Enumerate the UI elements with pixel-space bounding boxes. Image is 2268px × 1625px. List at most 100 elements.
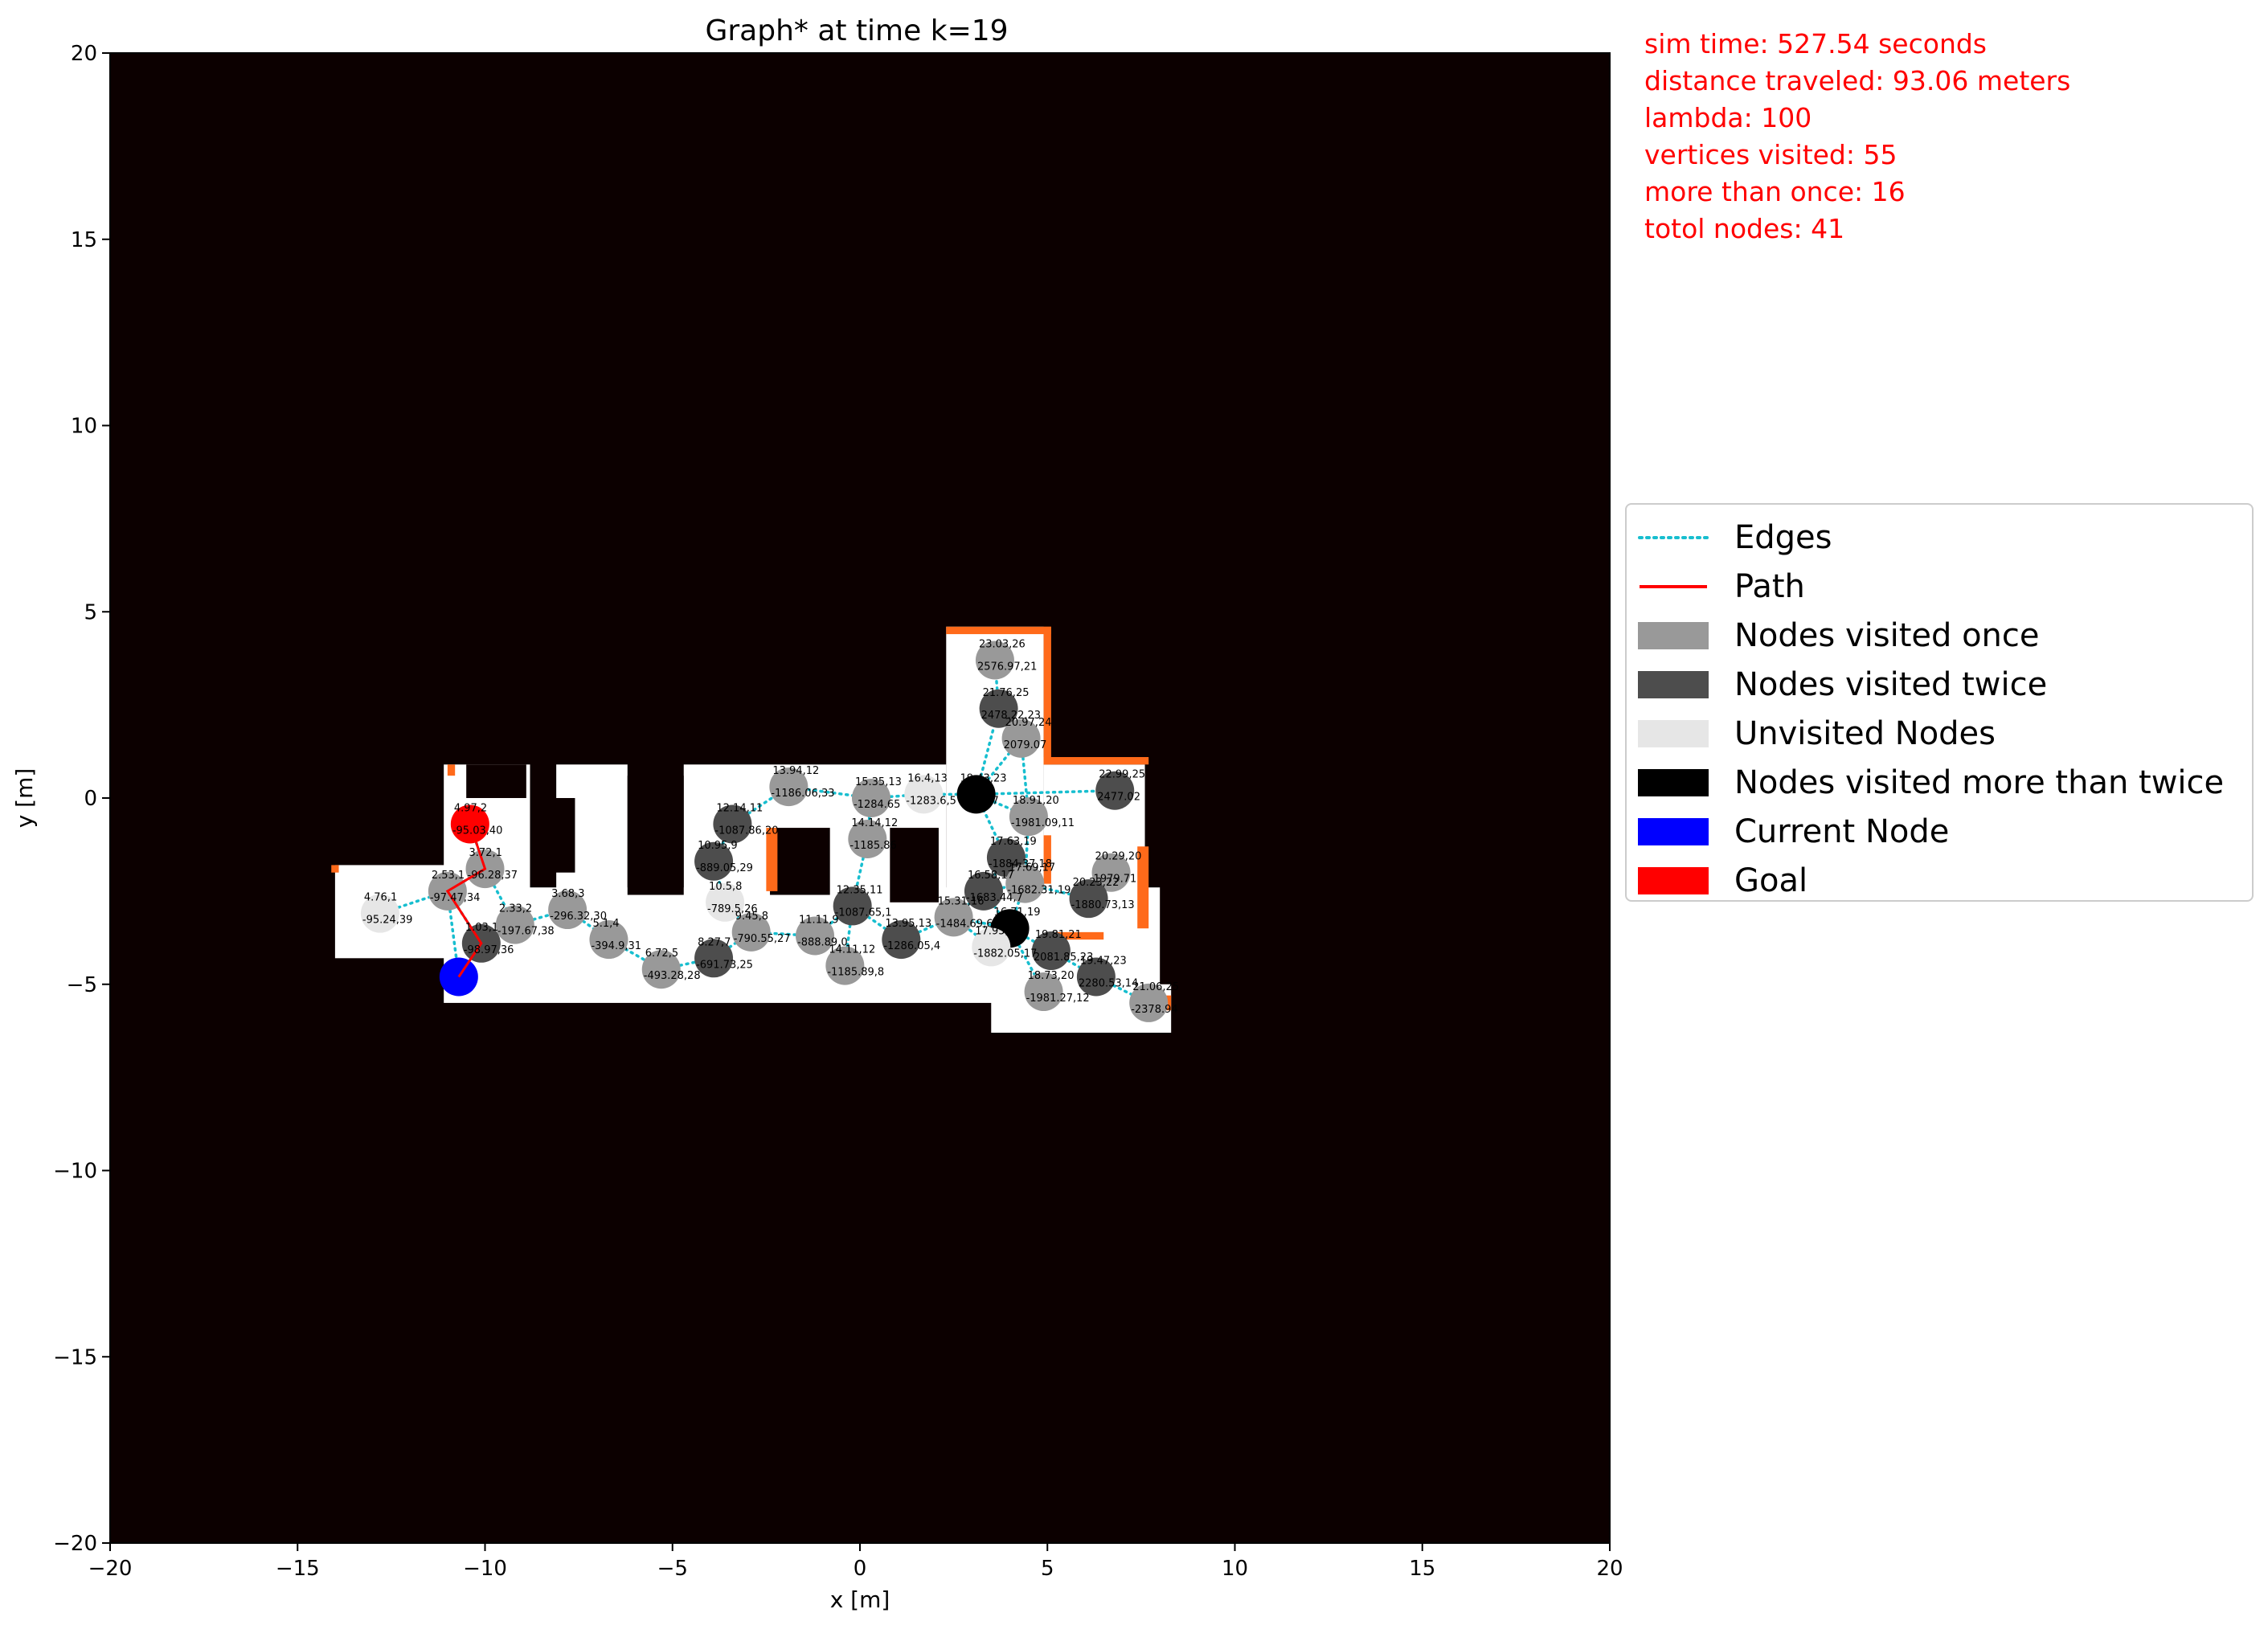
node-label-cost: 15.35,13 (855, 776, 902, 788)
node-label-cost: 19.81,21 (1035, 929, 1082, 941)
node-label-value: -296.32,30 (550, 911, 607, 923)
x-tick-label: 10 (1222, 1557, 1248, 1581)
node-label-cost: 3.68,3 (551, 888, 584, 900)
graph-node-visited_twice (833, 886, 872, 926)
chart-legend: Edges Path Nodes visited once Nodes visi… (1625, 503, 2254, 902)
boundary-region (1043, 835, 1051, 884)
legend-item-current-node: Current Node (1638, 807, 2252, 856)
node-label-value: 2081.85,23 (1034, 952, 1093, 964)
legend-swatch (1638, 719, 1709, 747)
node-label-value: -394.9,31 (591, 940, 641, 952)
graph-node-visited_once (548, 890, 587, 930)
legend-label: Nodes visited twice (1734, 665, 2048, 703)
node-label-value: -789.5,26 (707, 903, 758, 915)
graph-nodes (360, 641, 1169, 1022)
x-axis-label: x [m] (830, 1586, 890, 1613)
node-label-value: -1286.05,4 (883, 940, 940, 952)
node-label-cost: 11.11,9 (799, 914, 839, 926)
node-label-cost: 3.72,1 (469, 847, 502, 859)
graph-node-visited_once (1009, 797, 1048, 837)
graph-node-visited_once (1024, 972, 1063, 1012)
node-label-value: -1755.7 (959, 795, 999, 807)
y-tick-label: 0 (84, 787, 97, 811)
node-label-cost: 18.91,20 (1013, 795, 1059, 807)
node-label-value: -1981.27,12 (1026, 993, 1090, 1005)
node-label-cost: 12.14,11 (716, 802, 763, 814)
node-label-value: -95.24,39 (362, 915, 413, 927)
graph-edge (1023, 815, 1030, 886)
x-tick-label: 0 (854, 1557, 867, 1581)
y-tick-label: 20 (71, 42, 97, 66)
y-tick-label: −20 (53, 1532, 97, 1556)
node-label-value: -1682.31,19 (1007, 885, 1071, 897)
graph-node-unvisited (904, 775, 944, 814)
node-label-value: -96.28,37 (468, 870, 518, 882)
node-label-value: -1484.69,6 (936, 918, 993, 930)
graph-node-visited_once (848, 819, 887, 858)
legend-label: Path (1734, 567, 1805, 605)
graph-edge (1023, 882, 1091, 900)
stat-sim-time: sim time: 527.54 seconds (1644, 28, 1988, 59)
y-tick-label: 5 (84, 600, 97, 624)
graph-node-visited_once (825, 946, 865, 985)
node-label-value: -1284.65 (854, 799, 900, 811)
legend-item-unvisited: Unvisited Nodes (1638, 709, 2252, 758)
graph-node-visited_more (956, 775, 996, 814)
node-label-cost: 23.03,26 (979, 639, 1026, 651)
node-label-cost: 1.03,1 (465, 922, 498, 934)
y-tick-label: −15 (53, 1345, 97, 1369)
node-label-cost: 2.33,2 (499, 903, 532, 915)
node-label-cost: 19.43,23 (960, 772, 1007, 784)
graph-node-visited_twice (713, 804, 752, 844)
graph-node-visited_once (769, 767, 809, 807)
stat-lambda: lambda: 100 (1644, 102, 1812, 133)
node-label-cost: 17.95,19 (975, 925, 1021, 937)
node-label-value: -1087.86,20 (714, 825, 778, 837)
node-label-value: -98.97,36 (464, 944, 514, 956)
legend-item-visited-once: Nodes visited once (1638, 611, 2252, 660)
node-label-cost: 13.94,12 (772, 765, 819, 777)
node-label-cost: 8.27,7 (698, 936, 731, 948)
node-label-value: 2079.07 (1004, 739, 1047, 751)
node-label-cost: 14.11,12 (829, 944, 875, 956)
legend-label: Goal (1734, 862, 1808, 899)
graph-node-visited_once (589, 920, 628, 960)
graph-node-visited_twice (1076, 957, 1116, 997)
graph-node-visited_once (1001, 718, 1041, 758)
path-line (445, 823, 487, 978)
node-label-cost: 10.95,9 (698, 840, 738, 852)
node-label-cost: 12.35,11 (837, 884, 883, 896)
legend-label: Edges (1734, 518, 1832, 556)
graph-node-visited_twice (1095, 771, 1135, 810)
obstacle-region (537, 798, 575, 873)
graph-node-visited_once (934, 898, 973, 937)
obstacle-region (466, 764, 526, 798)
graph-node-visited_once (851, 779, 890, 817)
graph-node-visited_once (1129, 983, 1169, 1022)
graph-node-visited_twice (694, 841, 734, 881)
x-tick-label: −15 (276, 1557, 320, 1581)
graph-node-visited_once (1091, 853, 1131, 892)
node-label-cost: 14.14,12 (851, 817, 898, 829)
chart-title: Graph* at time k=19 (705, 14, 1008, 47)
node-label-value: -1683.44,7 (966, 892, 1023, 904)
node-label-value: -2378.94 (1131, 1004, 1177, 1016)
node-label-value: -1981.09,11 (1011, 817, 1075, 829)
legend-line-sample (1638, 535, 1709, 539)
y-axis-label: y [m] (11, 768, 38, 829)
graph-node-visited_once (495, 905, 534, 944)
node-label-value: -1185.86 (849, 840, 896, 852)
x-tick-label: −10 (463, 1557, 507, 1581)
node-label-cost: 16.4,13 (907, 772, 948, 784)
node-label-value: -1880.73,13 (1071, 899, 1135, 911)
graph-edge (731, 785, 791, 826)
graph-node-unvisited (360, 894, 399, 933)
node-label-value: -1884.37,18 (989, 858, 1052, 870)
boundary-region (447, 764, 456, 776)
node-label-value: -1185.89,8 (827, 967, 884, 979)
legend-swatch (1638, 670, 1709, 698)
legend-swatch (1638, 621, 1709, 649)
node-label-cost: 9.45,8 (735, 911, 768, 923)
node-label-cost: 16.71,19 (994, 907, 1041, 919)
legend-item-visited-more: Nodes visited more than twice (1638, 758, 2252, 807)
